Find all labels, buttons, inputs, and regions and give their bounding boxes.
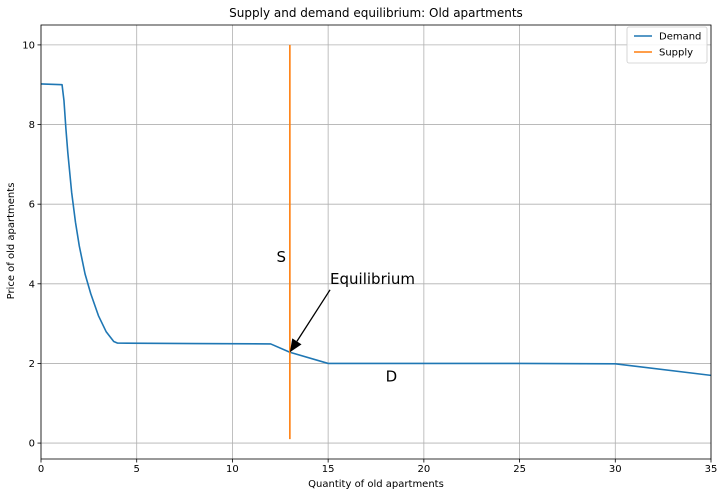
axis-ticks: 0 5 10 15 20 25 30 35 0 2 4 6 8 10 [22,40,717,475]
x-tick-label: 20 [417,464,430,475]
legend-label-supply: Supply [659,48,693,59]
annotation-equilibrium: Equilibrium [330,270,415,288]
x-tick-label: 35 [705,464,718,475]
plot-frame [40,24,712,460]
grid [40,25,712,459]
x-tick-label: 15 [322,464,335,475]
annotation-arrow-head [289,338,302,353]
x-tick-label: 10 [226,464,239,475]
plot-area [40,44,712,440]
chart-title: Supply and demand equilibrium: Old apart… [229,6,523,20]
y-tick-label: 0 [29,439,35,450]
annotation-d: D [386,367,398,385]
y-tick-label: 4 [29,279,35,290]
y-axis-label: Price of old apartments [6,183,17,300]
annotation-s: S [276,248,286,266]
x-tick-label: 5 [134,464,140,475]
y-tick-label: 6 [29,200,35,211]
series-line-demand [40,83,712,377]
legend: Demand Supply [626,26,708,64]
x-tick-label: 30 [609,464,622,475]
x-tick-label: 0 [38,464,44,475]
y-tick-label: 8 [29,120,35,131]
x-tick-label: 25 [513,464,526,475]
annotations: S D Equilibrium [276,248,415,385]
x-axis-label: Quantity of old apartments [308,479,444,490]
y-tick-label: 2 [29,359,35,370]
legend-label-demand: Demand [659,32,701,43]
y-tick-label: 10 [22,40,35,51]
annotation-arrow-shaft [296,289,331,342]
